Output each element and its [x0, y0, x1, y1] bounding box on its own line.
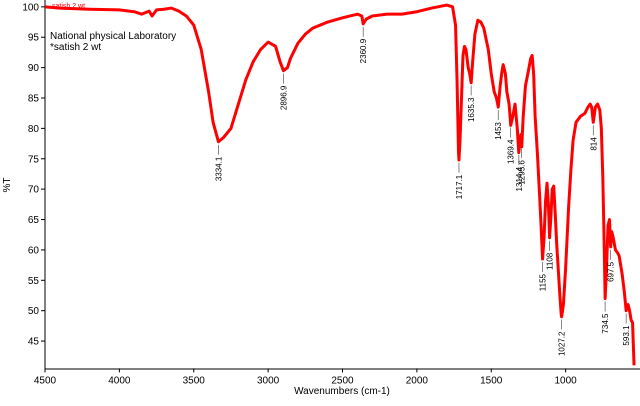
- y-tick-label: 75: [28, 154, 40, 165]
- y-tick-label: 45: [28, 337, 40, 348]
- y-tick-label: 95: [28, 33, 40, 44]
- x-tick-label: 2500: [331, 375, 354, 386]
- x-tick-label: 3000: [257, 375, 280, 386]
- x-tick-label: 4000: [108, 375, 131, 386]
- peak-label: 1295.6: [518, 160, 527, 185]
- y-tick-label: 55: [28, 276, 40, 287]
- spectrum-line: [45, 3, 636, 366]
- y-tick-label: 60: [28, 245, 40, 256]
- plot-area: [45, 3, 636, 366]
- y-tick-label: 85: [28, 94, 40, 105]
- peak-label: 1717.1: [455, 174, 464, 199]
- peak-label: 2896.9: [279, 85, 288, 110]
- y-tick-label: 65: [28, 215, 40, 226]
- y-tick-label: 50: [28, 306, 40, 317]
- peak-label: 697.5: [607, 261, 616, 282]
- peak-label: 1369.4: [507, 139, 516, 164]
- y-tick-label: 70: [28, 185, 40, 196]
- x-tick-label: 1000: [555, 375, 578, 386]
- x-tick-label: 1500: [480, 375, 503, 386]
- peak-label: 1453: [494, 122, 503, 140]
- peak-label: 1155: [539, 273, 548, 291]
- peak-label: 1314.4: [515, 166, 524, 191]
- peak-label: 734.5: [601, 313, 610, 334]
- x-tick-label: 4500: [34, 375, 57, 386]
- x-tick-label: 3500: [183, 375, 206, 386]
- peak-label: 1108: [546, 252, 555, 270]
- peak-label: 2360.9: [359, 38, 368, 63]
- x-tick-label: 2000: [406, 375, 429, 386]
- y-tick-label: 80: [28, 124, 40, 135]
- peak-label: 1027.2: [558, 331, 567, 356]
- annotation: National physical Laboratory: [50, 31, 176, 42]
- y-tick-label: 100: [22, 2, 39, 13]
- y-tick-label: 90: [28, 63, 40, 74]
- peak-label: 1635.3: [467, 97, 476, 122]
- peak-label: 814: [589, 137, 598, 151]
- legend-entry: satish 2 wt: [52, 3, 85, 10]
- peak-label: 593.1: [622, 325, 631, 346]
- y-axis-label: %T: [2, 178, 13, 193]
- annotation: *satish 2 wt: [50, 42, 101, 53]
- x-axis-label: Wavenumbers (cm-1): [294, 386, 390, 397]
- peak-label: 3334.1: [214, 156, 223, 181]
